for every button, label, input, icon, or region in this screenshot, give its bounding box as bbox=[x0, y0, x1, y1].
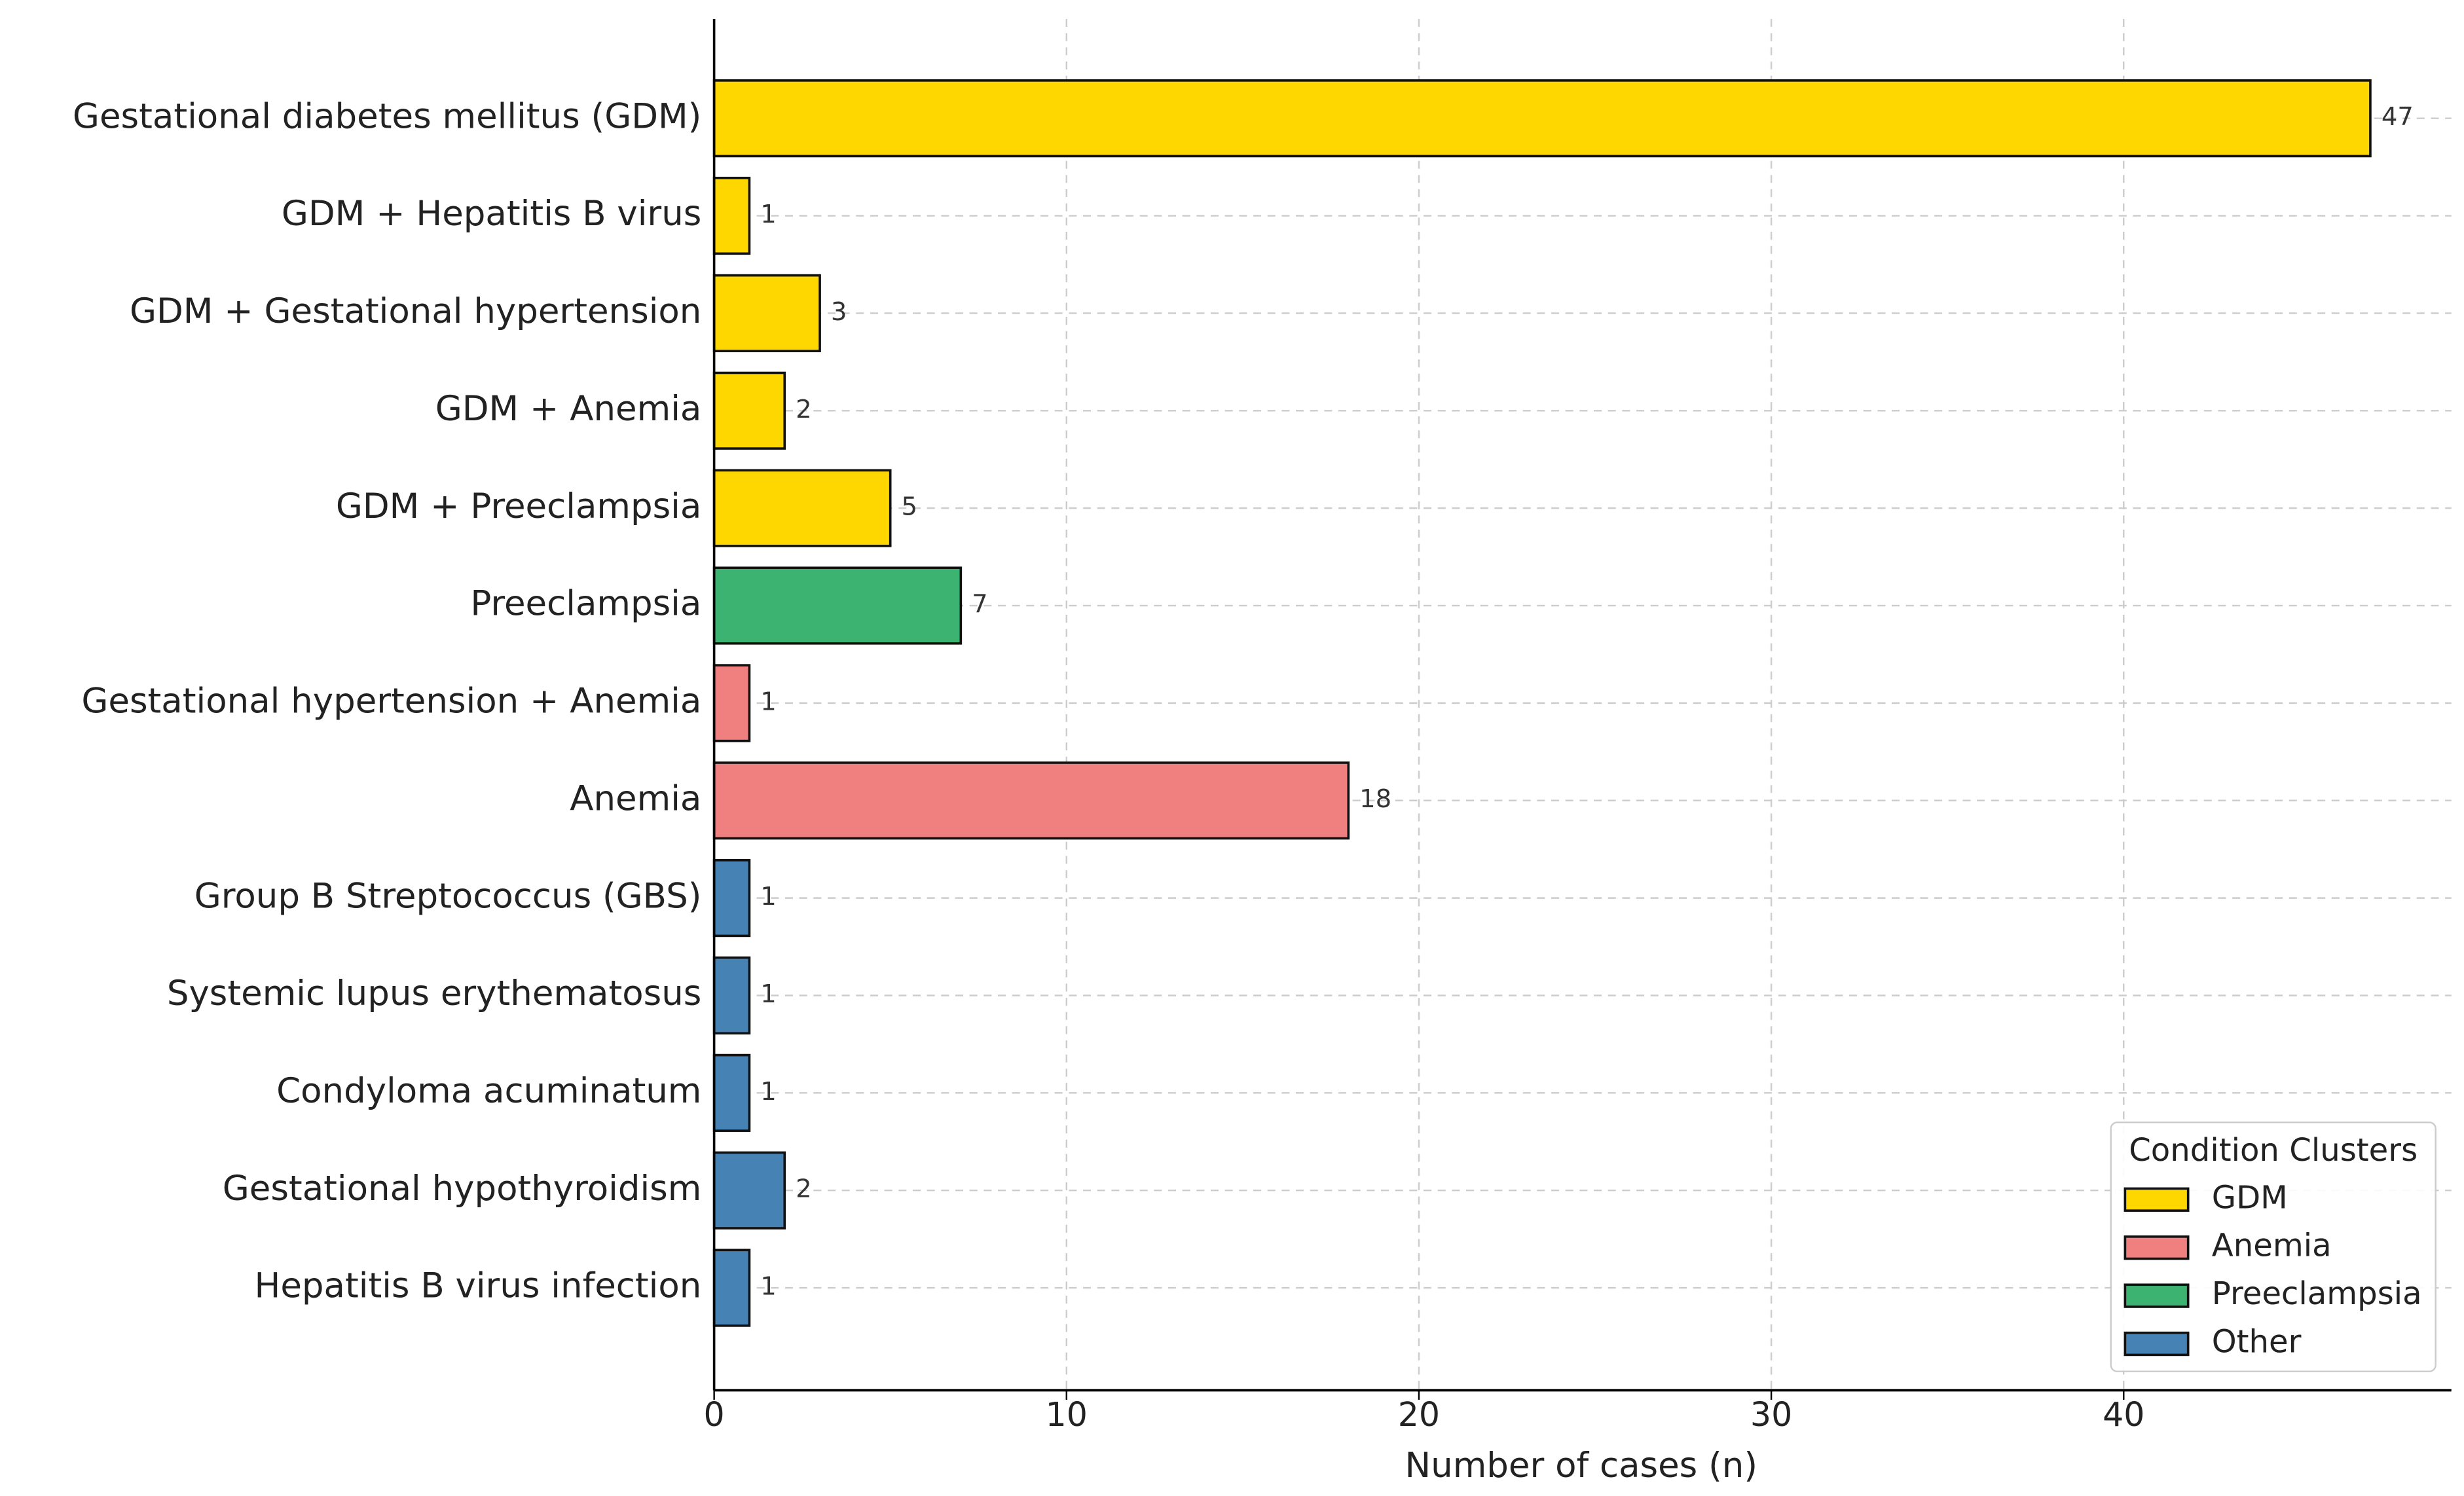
value-label: 1 bbox=[760, 200, 777, 229]
legend-label: GDM bbox=[2212, 1179, 2288, 1216]
bar bbox=[712, 859, 751, 938]
y-tick-label: Hepatitis B virus infection bbox=[255, 1266, 702, 1306]
value-label: 1 bbox=[760, 1077, 777, 1106]
y-tick-label: Preeclampsia bbox=[470, 584, 701, 624]
y-tick-label: GDM + Gestational hypertension bbox=[130, 291, 701, 331]
legend-swatch bbox=[2124, 1283, 2190, 1308]
y-tick-label: Condyloma acuminatum bbox=[276, 1071, 701, 1111]
bar bbox=[712, 371, 786, 450]
value-label: 1 bbox=[760, 882, 777, 911]
legend-label: Anemia bbox=[2212, 1228, 2332, 1264]
value-label: 5 bbox=[902, 492, 918, 522]
bar bbox=[712, 1249, 751, 1327]
y-tick-label: Anemia bbox=[570, 778, 701, 818]
y-tick-label: Systemic lupus erythematosus bbox=[167, 974, 702, 1013]
value-label: 1 bbox=[760, 1272, 777, 1302]
bar bbox=[712, 761, 1350, 840]
value-label: 2 bbox=[796, 395, 812, 424]
y-tick-label: Gestational hypertension + Anemia bbox=[81, 682, 701, 721]
legend-swatch bbox=[2124, 1187, 2190, 1212]
x-tick-label: 20 bbox=[1398, 1395, 1440, 1434]
x-axis-label: Number of cases (n) bbox=[1405, 1446, 1757, 1486]
legend-label: Preeclampsia bbox=[2212, 1275, 2422, 1312]
bar bbox=[712, 79, 2372, 158]
bar bbox=[712, 274, 821, 353]
bar bbox=[712, 1053, 751, 1132]
y-tick-label: Group B Streptococcus (GBS) bbox=[194, 876, 702, 916]
legend-title: Condition Clusters bbox=[2129, 1132, 2418, 1169]
legend-box bbox=[2110, 1122, 2436, 1372]
value-label: 2 bbox=[796, 1175, 812, 1204]
value-label: 18 bbox=[1359, 784, 1391, 814]
value-label: 47 bbox=[2381, 102, 2414, 132]
value-label: 7 bbox=[972, 590, 988, 619]
legend-label: Other bbox=[2212, 1324, 2302, 1360]
x-tick-label: 10 bbox=[1046, 1395, 1088, 1434]
y-tick-label: Gestational diabetes mellitus (GDM) bbox=[73, 96, 701, 136]
x-tick-label: 30 bbox=[1750, 1395, 1792, 1434]
legend-swatch bbox=[2124, 1331, 2190, 1357]
value-label: 1 bbox=[760, 979, 777, 1009]
bar bbox=[712, 664, 751, 742]
value-label: 1 bbox=[760, 687, 777, 716]
y-tick-label: GDM + Hepatitis B virus bbox=[282, 194, 702, 234]
value-label: 3 bbox=[831, 297, 847, 327]
y-tick-label: Gestational hypothyroidism bbox=[223, 1169, 702, 1209]
x-tick-label: 0 bbox=[704, 1395, 725, 1434]
bar bbox=[712, 176, 751, 255]
bar bbox=[712, 566, 963, 645]
y-tick-label: GDM + Preeclampsia bbox=[336, 486, 702, 526]
legend-swatch bbox=[2124, 1235, 2190, 1260]
x-tick-label: 40 bbox=[2103, 1395, 2144, 1434]
bar bbox=[712, 956, 751, 1035]
bar bbox=[712, 469, 892, 547]
bar bbox=[712, 1151, 786, 1230]
y-tick-label: GDM + Anemia bbox=[435, 389, 702, 429]
